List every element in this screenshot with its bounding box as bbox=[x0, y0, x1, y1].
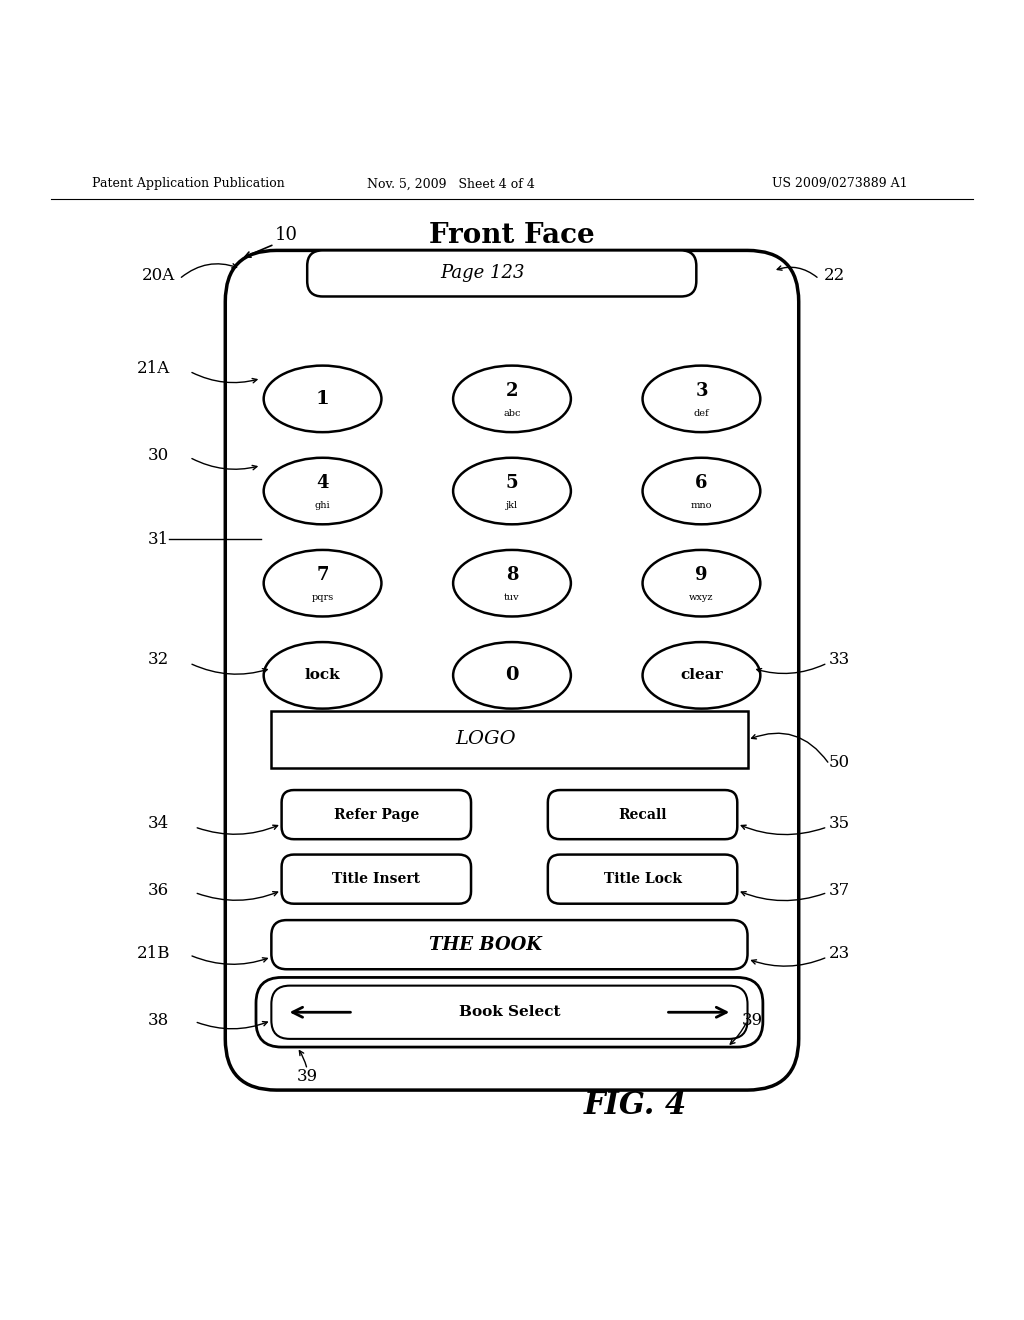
Text: 39: 39 bbox=[297, 1068, 317, 1085]
Ellipse shape bbox=[643, 642, 760, 709]
Text: 39: 39 bbox=[742, 1012, 763, 1030]
Ellipse shape bbox=[643, 366, 760, 432]
FancyBboxPatch shape bbox=[282, 791, 471, 840]
Text: clear: clear bbox=[680, 668, 723, 682]
Text: 21A: 21A bbox=[137, 359, 170, 376]
Ellipse shape bbox=[643, 458, 760, 524]
Text: US 2009/0273889 A1: US 2009/0273889 A1 bbox=[772, 177, 907, 190]
FancyBboxPatch shape bbox=[271, 711, 748, 767]
Text: 37: 37 bbox=[829, 882, 850, 899]
Text: LOGO: LOGO bbox=[456, 730, 516, 748]
Text: Title Insert: Title Insert bbox=[333, 873, 420, 886]
Text: 0: 0 bbox=[505, 667, 519, 684]
FancyBboxPatch shape bbox=[225, 251, 799, 1090]
Ellipse shape bbox=[453, 550, 571, 616]
Text: Recall: Recall bbox=[618, 808, 667, 821]
Text: 50: 50 bbox=[829, 754, 850, 771]
FancyBboxPatch shape bbox=[256, 977, 763, 1047]
Text: 9: 9 bbox=[695, 566, 708, 585]
Text: jkl: jkl bbox=[506, 502, 518, 511]
Text: 20A: 20A bbox=[142, 268, 175, 285]
Text: 3: 3 bbox=[695, 381, 708, 400]
Ellipse shape bbox=[453, 642, 571, 709]
Text: Nov. 5, 2009   Sheet 4 of 4: Nov. 5, 2009 Sheet 4 of 4 bbox=[367, 177, 535, 190]
FancyBboxPatch shape bbox=[282, 854, 471, 904]
Text: 36: 36 bbox=[148, 882, 169, 899]
Text: 2: 2 bbox=[506, 381, 518, 400]
Text: lock: lock bbox=[305, 668, 340, 682]
Text: 22: 22 bbox=[824, 268, 845, 285]
Text: FIG. 4: FIG. 4 bbox=[584, 1090, 686, 1121]
Text: Patent Application Publication: Patent Application Publication bbox=[92, 177, 285, 190]
FancyBboxPatch shape bbox=[271, 920, 748, 969]
Text: 31: 31 bbox=[148, 531, 169, 548]
Ellipse shape bbox=[453, 366, 571, 432]
Text: 32: 32 bbox=[148, 652, 169, 668]
Text: 33: 33 bbox=[829, 652, 850, 668]
Text: pqrs: pqrs bbox=[311, 594, 334, 602]
Text: 6: 6 bbox=[695, 474, 708, 492]
Text: 1: 1 bbox=[315, 389, 330, 408]
FancyBboxPatch shape bbox=[271, 986, 748, 1039]
Text: wxyz: wxyz bbox=[689, 594, 714, 602]
Text: Title Lock: Title Lock bbox=[603, 873, 682, 886]
Text: Refer Page: Refer Page bbox=[334, 808, 419, 821]
Text: Front Face: Front Face bbox=[429, 222, 595, 248]
Text: abc: abc bbox=[503, 409, 521, 418]
Text: 7: 7 bbox=[316, 566, 329, 585]
FancyBboxPatch shape bbox=[307, 251, 696, 297]
Text: Page 123: Page 123 bbox=[440, 264, 524, 282]
Ellipse shape bbox=[453, 458, 571, 524]
Ellipse shape bbox=[264, 366, 381, 432]
Text: THE BOOK: THE BOOK bbox=[429, 936, 542, 953]
Text: def: def bbox=[693, 409, 710, 418]
Text: 38: 38 bbox=[148, 1012, 169, 1030]
Ellipse shape bbox=[264, 550, 381, 616]
Text: 4: 4 bbox=[316, 474, 329, 492]
Text: 23: 23 bbox=[829, 945, 850, 962]
Text: ghi: ghi bbox=[314, 502, 331, 511]
Ellipse shape bbox=[643, 550, 760, 616]
Text: 5: 5 bbox=[506, 474, 518, 492]
Text: 30: 30 bbox=[148, 446, 169, 463]
Text: 10: 10 bbox=[275, 226, 298, 244]
FancyBboxPatch shape bbox=[548, 854, 737, 904]
Text: mno: mno bbox=[691, 502, 712, 511]
Ellipse shape bbox=[264, 458, 381, 524]
Text: 34: 34 bbox=[148, 816, 169, 833]
FancyBboxPatch shape bbox=[548, 791, 737, 840]
Text: 21B: 21B bbox=[137, 945, 170, 962]
Text: 35: 35 bbox=[829, 816, 850, 833]
Ellipse shape bbox=[264, 642, 381, 709]
Text: Book Select: Book Select bbox=[459, 1006, 560, 1019]
Text: 8: 8 bbox=[506, 566, 518, 585]
Text: tuv: tuv bbox=[504, 594, 520, 602]
